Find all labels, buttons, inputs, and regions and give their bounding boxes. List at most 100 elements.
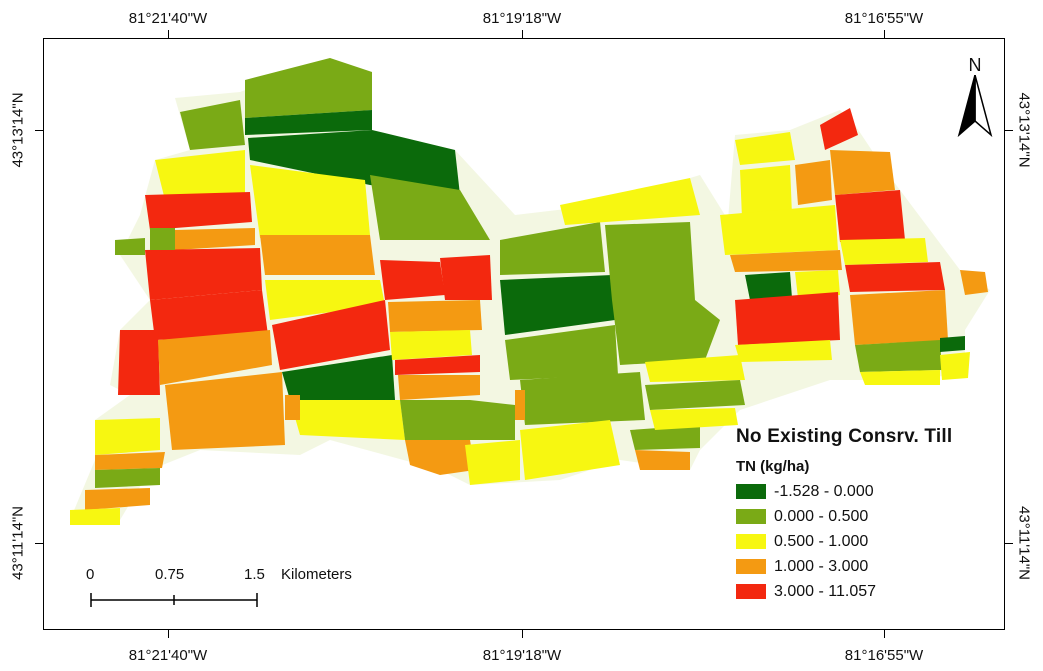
parcel [245,110,372,135]
parcel [500,222,605,275]
legend-item: 0.500 - 1.000 [736,529,1006,554]
coord-label-top: 81°16'55"W [844,10,924,27]
parcel [850,290,948,345]
legend-label: 1.000 - 3.000 [774,557,869,575]
coord-label-bottom: 81°16'55"W [844,647,924,664]
graticule-tick [168,630,169,638]
parcel [390,330,472,360]
legend-swatch [736,559,766,574]
parcel [735,292,840,345]
graticule-tick [522,630,523,638]
coord-label-left: 43°13'14"N [9,92,27,168]
legend-label: 0.000 - 0.500 [774,507,869,525]
parcel [272,300,390,370]
parcel [150,290,268,340]
parcel [388,300,482,332]
parcel [400,400,475,440]
parcel [265,280,385,320]
parcel [398,375,480,400]
legend-item: 1.000 - 3.000 [736,554,1006,579]
legend-label: 3.000 - 11.057 [774,582,877,600]
parcel [795,270,840,298]
parcel [730,250,842,272]
parcel [115,238,145,255]
parcel [820,108,858,150]
parcel [95,418,160,455]
graticule-tick [1005,543,1013,544]
north-arrow: N [955,55,995,139]
parcel [250,165,370,238]
parcel [245,58,372,118]
parcel [650,408,738,430]
north-arrow-label: N [968,55,982,75]
legend-classes: -1.528 - 0.000 0.000 - 0.500 0.500 - 1.000… [736,479,1006,604]
scale-label-075: 0.75 [155,566,185,583]
scale-label-15: 1.5 [244,566,265,583]
parcel [395,355,480,375]
parcel [465,440,520,485]
parcel [735,340,832,362]
legend-item: 0.000 - 0.500 [736,504,1006,529]
parcel [855,340,942,372]
legend-item: 3.000 - 11.057 [736,579,1006,604]
parcel [248,130,460,195]
graticule-tick [884,30,885,38]
parcel [520,420,620,480]
parcel [158,330,272,385]
parcel [95,452,165,470]
legend-swatch [736,584,766,599]
parcel [180,100,245,150]
coord-label-left: 43°11'14"N [9,506,27,580]
parcel [145,192,252,230]
parcel [165,372,285,450]
parcel [150,228,175,250]
legend-swatch [736,484,766,499]
parcel [745,272,792,300]
parcel [118,330,160,395]
parcel [630,425,700,450]
parcel [740,165,792,218]
scale-unit: Kilometers [281,566,352,583]
legend-subtitle: TN (kg/ha) [736,458,810,475]
parcel [505,325,618,380]
north-arrow-icon [957,75,993,138]
parcel [845,262,945,292]
coord-label-bottom: 81°21'40"W [128,647,208,664]
parcel [940,352,970,380]
parcel [285,395,300,420]
parcel [85,488,150,510]
parcel [440,255,492,300]
parcel [282,355,395,400]
parcel [155,150,245,200]
graticule-tick [168,30,169,38]
coord-label-right: 43°13'14"N [1015,92,1033,168]
parcel [830,150,895,195]
parcel [840,238,928,265]
coord-label-top: 81°19'18"W [482,10,562,27]
parcel [95,468,160,488]
parcel [645,355,745,382]
graticule-tick [35,543,43,544]
parcel [405,440,475,475]
legend: No Existing Consrv. Till TN (kg/ha) -1.5… [736,426,1006,604]
parcel [635,450,690,470]
parcel [960,270,988,295]
legend-label: -1.528 - 0.000 [774,482,874,500]
parcel [720,205,838,255]
parcel [145,248,262,300]
legend-item: -1.528 - 0.000 [736,479,1006,504]
parcel [645,380,745,410]
parcel [175,228,255,250]
legend-label: 0.500 - 1.000 [774,532,869,550]
parcel [70,508,120,525]
scale-label-0: 0 [86,566,95,583]
parcel [940,336,965,352]
coord-label-top: 81°21'40"W [128,10,208,27]
graticule-tick [35,130,43,131]
parcel [500,275,615,335]
parcel [370,175,490,240]
parcel [860,370,940,385]
parcel [290,400,405,440]
parcel [520,372,645,425]
